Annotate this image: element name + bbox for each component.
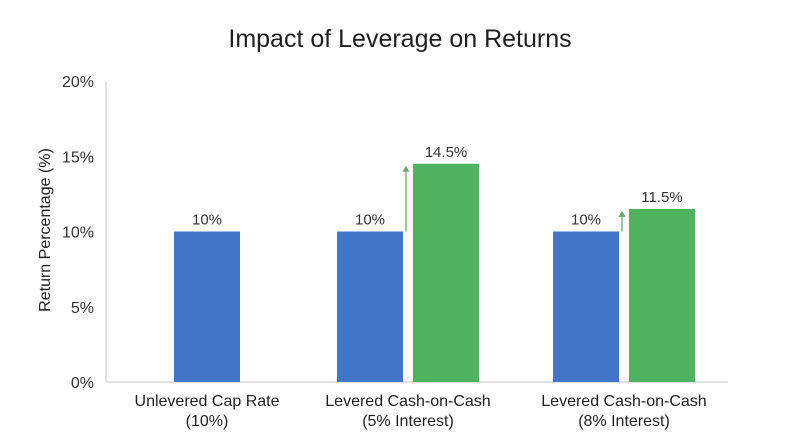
bar-value-label: 10% <box>355 212 385 229</box>
bar-value-label: 11.5% <box>641 189 682 206</box>
chart-title: Impact of Leverage on Returns <box>228 25 571 53</box>
y-tick-label: 5% <box>71 300 94 317</box>
increase-arrows <box>402 165 626 232</box>
category-label: Levered Cash-on-Cash (5% Interest) <box>325 393 490 430</box>
category-labels: Unlevered Cap Rate (10%) Levered Cash-on-C… <box>135 393 707 430</box>
category-label: Unlevered Cap Rate (10%) <box>135 393 280 430</box>
bars <box>174 163 695 382</box>
value-labels: 10% 10% 14.5% 10% 11.5% <box>192 144 683 229</box>
bar <box>174 231 240 382</box>
bar <box>629 208 695 382</box>
increase-arrow <box>618 210 626 232</box>
category-label: Levered Cash-on-Cash (8% Interest) <box>541 393 706 430</box>
y-ticks: 0% 5% 10% 15% 20% <box>62 74 94 392</box>
y-axis-label: Return Percentage (%) <box>37 148 54 312</box>
bar <box>553 231 619 382</box>
bar <box>337 231 403 382</box>
increase-arrow <box>402 165 410 232</box>
bar-value-label: 14.5% <box>425 144 468 161</box>
bar-value-label: 10% <box>571 212 601 229</box>
bar-value-label: 10% <box>192 212 222 229</box>
y-tick-label: 15% <box>62 149 94 166</box>
y-tick-label: 20% <box>62 74 94 91</box>
y-tick-label: 10% <box>62 225 94 242</box>
bar <box>413 163 479 382</box>
y-tick-label: 0% <box>71 375 94 392</box>
